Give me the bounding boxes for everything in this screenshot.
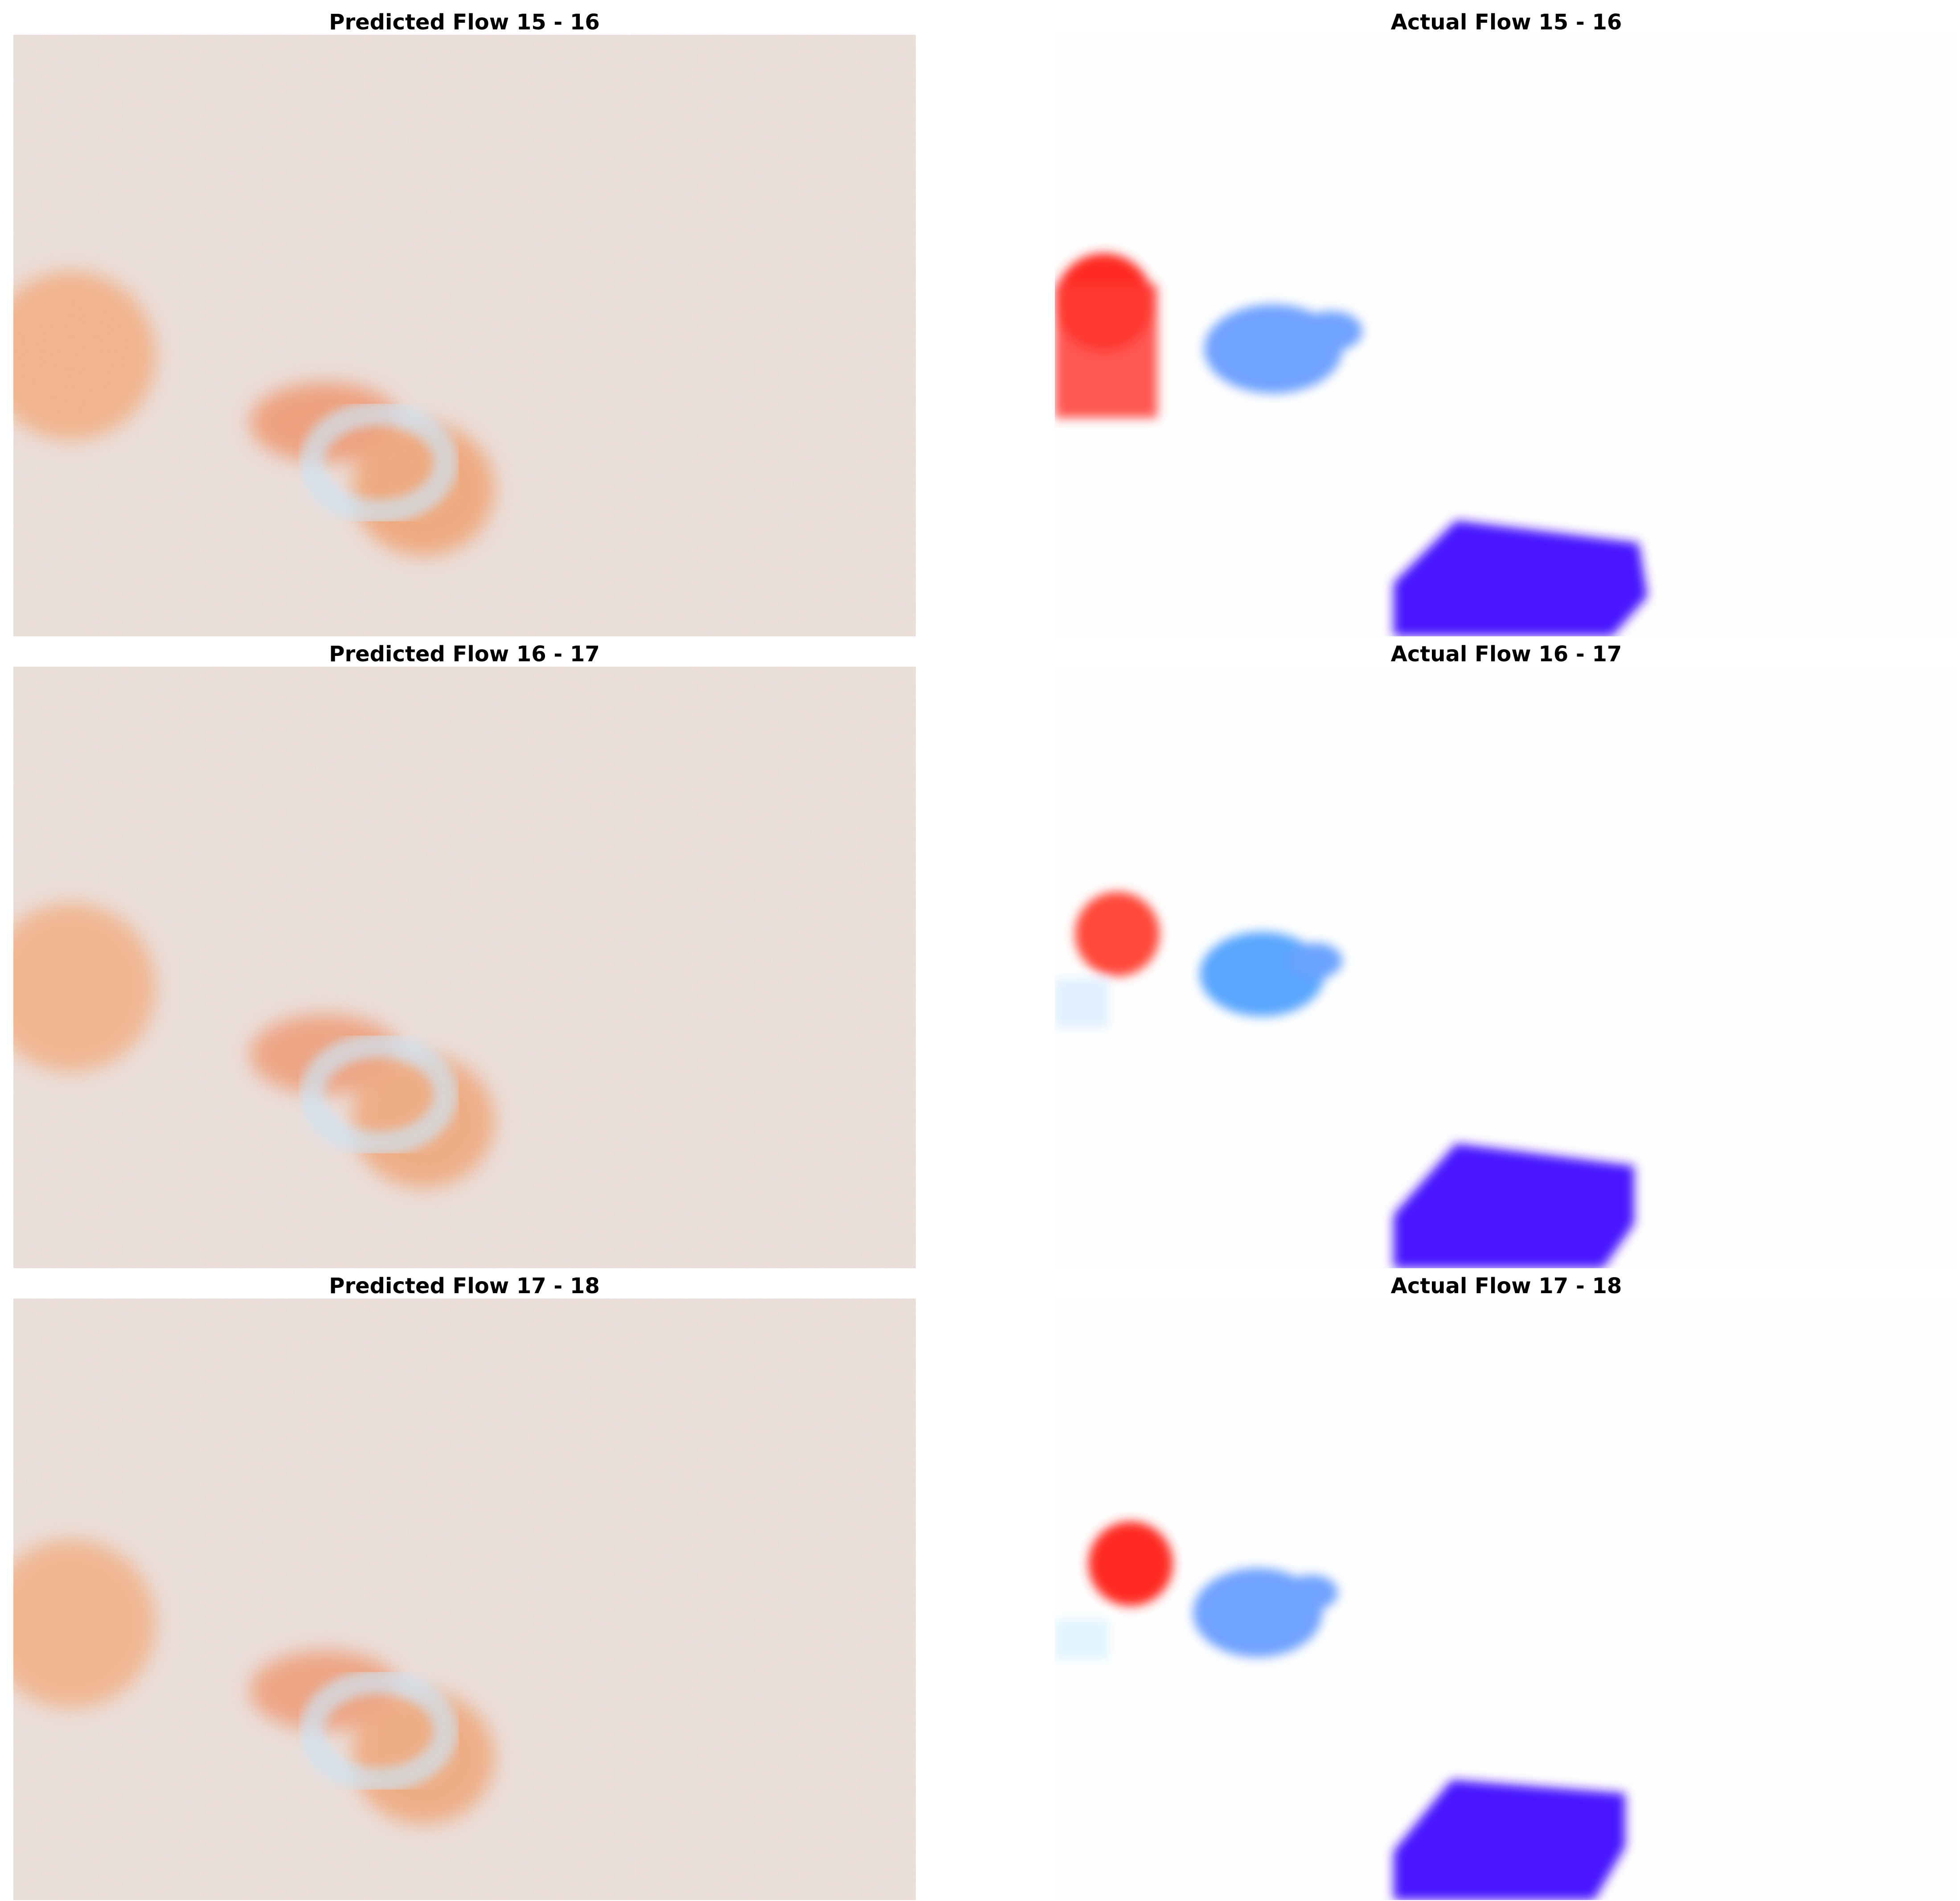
- actual-flow-image-row-3: [1055, 1299, 1957, 1900]
- actual-title-row-1: Actual Flow 15 - 16: [1390, 10, 1622, 35]
- predicted-title-row-3: Predicted Flow 17 - 18: [329, 1274, 600, 1299]
- predicted-flow-image-row-2: [13, 667, 916, 1268]
- predicted-flow-image-row-3: [13, 1299, 916, 1900]
- actual-title-row-3: Actual Flow 17 - 18: [1390, 1274, 1622, 1299]
- predicted-title-row-2: Predicted Flow 16 - 17: [329, 642, 600, 667]
- predicted-title-row-1: Predicted Flow 15 - 16: [329, 10, 600, 35]
- predicted-flow-image-row-1: [13, 35, 916, 636]
- actual-flow-image-row-2: [1055, 667, 1957, 1268]
- actual-title-row-2: Actual Flow 16 - 17: [1390, 642, 1622, 667]
- actual-flow-image-row-1: [1055, 35, 1957, 636]
